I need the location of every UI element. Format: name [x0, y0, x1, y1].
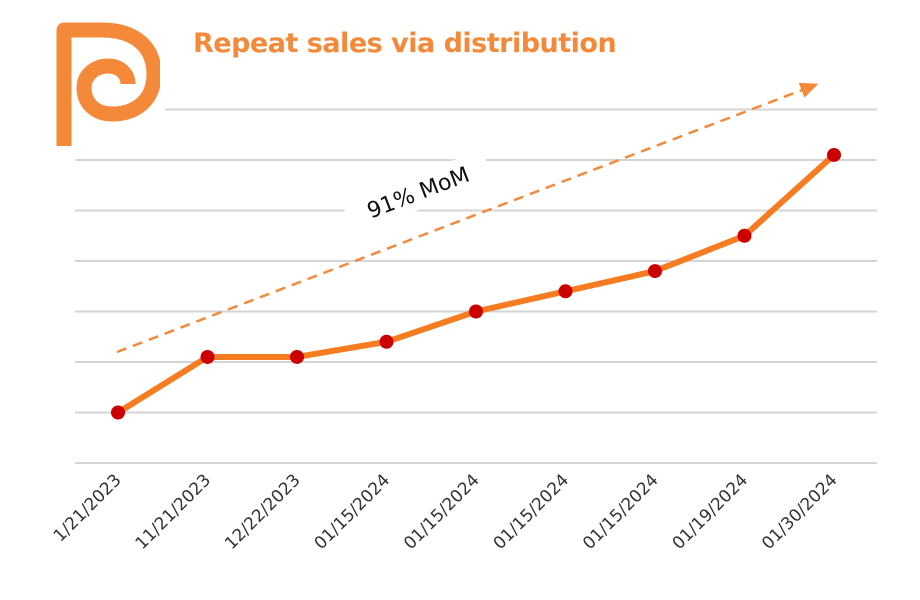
series [111, 147, 841, 420]
annotation-background [341, 149, 495, 235]
x-tick-label: 01/19/2024 [669, 470, 752, 553]
x-tick-label: 01/30/2024 [758, 470, 841, 553]
x-tick-label: 1/21/2023 [50, 470, 126, 546]
data-point [558, 284, 573, 299]
x-tick-label: 01/15/2024 [311, 470, 394, 553]
trend-arrow-head [798, 82, 819, 98]
trend-arrow-line [116, 85, 811, 354]
data-point [648, 264, 662, 279]
p-logo-icon [56, 22, 160, 146]
x-axis-ticks: 1/21/2023 11/21/2023 12/22/2023 01/15/2024 0… [50, 470, 842, 553]
data-point [379, 334, 394, 349]
data-point [827, 147, 841, 162]
x-tick-label: 12/22/2023 [221, 470, 304, 553]
data-point [111, 405, 125, 420]
series-line [115, 151, 837, 416]
x-tick-label: 01/15/2024 [400, 470, 483, 553]
x-tick-label: 01/15/2024 [579, 470, 662, 553]
x-tick-label: 11/21/2023 [132, 470, 215, 553]
data-point [469, 304, 483, 319]
data-point [290, 349, 304, 364]
chart-title: Repeat sales via distribution [193, 28, 617, 59]
data-point [200, 349, 215, 364]
x-tick-label: 01/15/2024 [490, 470, 573, 553]
data-point [737, 228, 752, 243]
